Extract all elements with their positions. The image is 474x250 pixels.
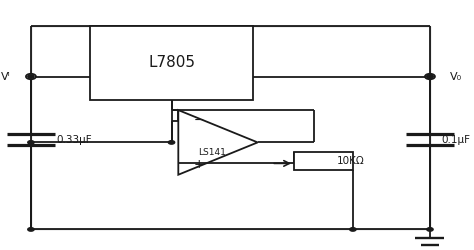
- Bar: [294, 152, 353, 170]
- Circle shape: [28, 228, 34, 231]
- Text: LS141: LS141: [199, 148, 226, 157]
- Circle shape: [427, 75, 433, 78]
- Text: V₀: V₀: [450, 72, 462, 82]
- Circle shape: [28, 141, 34, 144]
- Circle shape: [28, 75, 34, 78]
- Text: 0.1μF: 0.1μF: [441, 135, 470, 145]
- Text: Vᴵ: Vᴵ: [1, 72, 11, 82]
- Circle shape: [168, 141, 175, 144]
- Bar: [90, 26, 253, 100]
- Circle shape: [425, 74, 435, 79]
- Circle shape: [427, 75, 433, 78]
- Text: 0.33μF: 0.33μF: [56, 135, 91, 145]
- Text: 10KΩ: 10KΩ: [337, 156, 365, 166]
- Circle shape: [26, 74, 36, 79]
- Text: L7805: L7805: [148, 55, 195, 70]
- Text: +: +: [193, 158, 204, 171]
- Circle shape: [350, 228, 356, 231]
- Text: −: −: [193, 114, 204, 127]
- Circle shape: [427, 228, 433, 231]
